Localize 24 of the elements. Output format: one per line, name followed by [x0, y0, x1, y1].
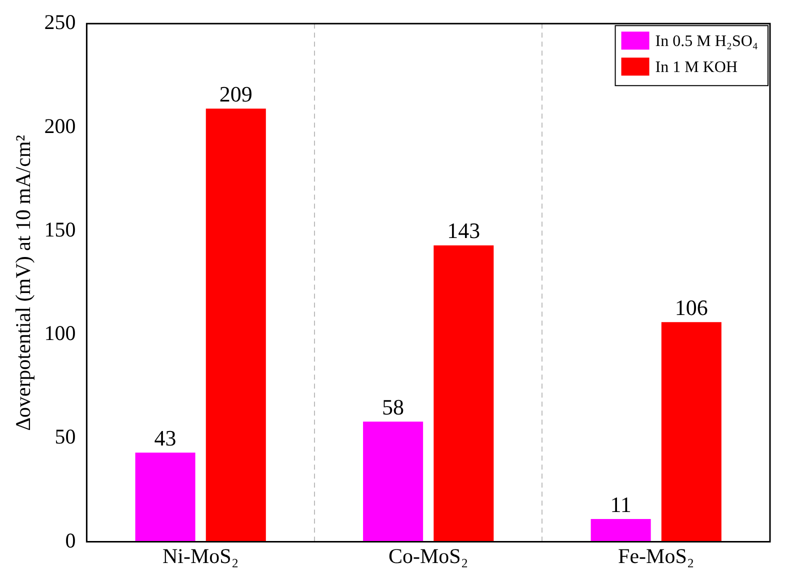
legend-label: In 0.5 M H₂SO₄ [655, 32, 758, 50]
bar [363, 422, 424, 542]
bar [590, 519, 651, 542]
data-label: 11 [610, 492, 632, 517]
legend-label: In 1 M KOH [655, 58, 738, 76]
bar [434, 245, 494, 542]
bar [206, 108, 266, 542]
y-tick-label: 50 [54, 424, 76, 449]
data-label: 43 [154, 425, 176, 450]
y-tick-label: 100 [44, 321, 76, 346]
data-label: 106 [674, 294, 708, 320]
y-tick-label: 200 [44, 114, 76, 138]
data-label: 143 [447, 218, 480, 244]
data-label: 58 [382, 394, 404, 420]
y-tick-label: 0 [65, 528, 76, 552]
y-tick-label: 150 [44, 217, 76, 242]
y-axis-title: ∆overpotential (mV) at 10 mA/cm² [11, 134, 36, 430]
x-tick-label: Fe-MoS₂ [618, 544, 694, 568]
bar [135, 452, 196, 542]
bar [661, 322, 722, 542]
x-tick-label: Co-MoS₂ [388, 544, 468, 568]
x-tick-label: Ni-MoS₂ [162, 544, 239, 568]
y-tick-label: 250 [44, 10, 76, 34]
data-label: 209 [219, 81, 252, 106]
